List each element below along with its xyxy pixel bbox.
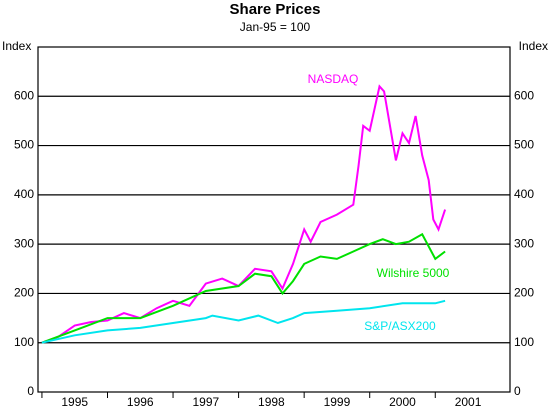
series-label: NASDAQ [308,72,359,86]
y-tick-label: 500 [14,138,34,152]
chart-subtitle: Jan-95 = 100 [240,20,311,34]
x-tick-label: 2000 [389,395,416,407]
x-tick-label: 1999 [324,395,351,407]
series-line [41,299,446,344]
x-tick-label: 2001 [455,395,482,407]
series-line [41,232,446,344]
y-tick-label: 600 [14,88,34,102]
y2-tick-label: 100 [514,335,534,349]
x-tick-label: 1995 [61,395,88,407]
y-tick-label: 100 [14,335,34,349]
y-tick-label: 0 [27,384,34,398]
x-tick-label: 1997 [192,395,219,407]
series-line [41,84,447,344]
plot-frame [37,46,511,393]
y2-tick-label: 400 [514,187,534,201]
x-tick-label: 1996 [127,395,154,407]
y2-tick-label: 600 [514,88,534,102]
y-tick-label: 300 [14,236,34,250]
series-label: Wilshire 5000 [377,266,450,280]
y2-tick-label: 200 [514,286,534,300]
y2-tick-label: 500 [514,138,534,152]
y-tick-label: 400 [14,187,34,201]
series-label: S&P/ASX200 [364,319,436,333]
chart-title: Share Prices [230,1,321,18]
y2-tick-label: 0 [514,384,521,398]
y2-tick-label: 300 [514,236,534,250]
y-tick-label: 200 [14,286,34,300]
x-tick-label: 1998 [258,395,285,407]
y2-axis-label: Index [519,39,548,53]
y-axis-label: Index [2,39,31,53]
